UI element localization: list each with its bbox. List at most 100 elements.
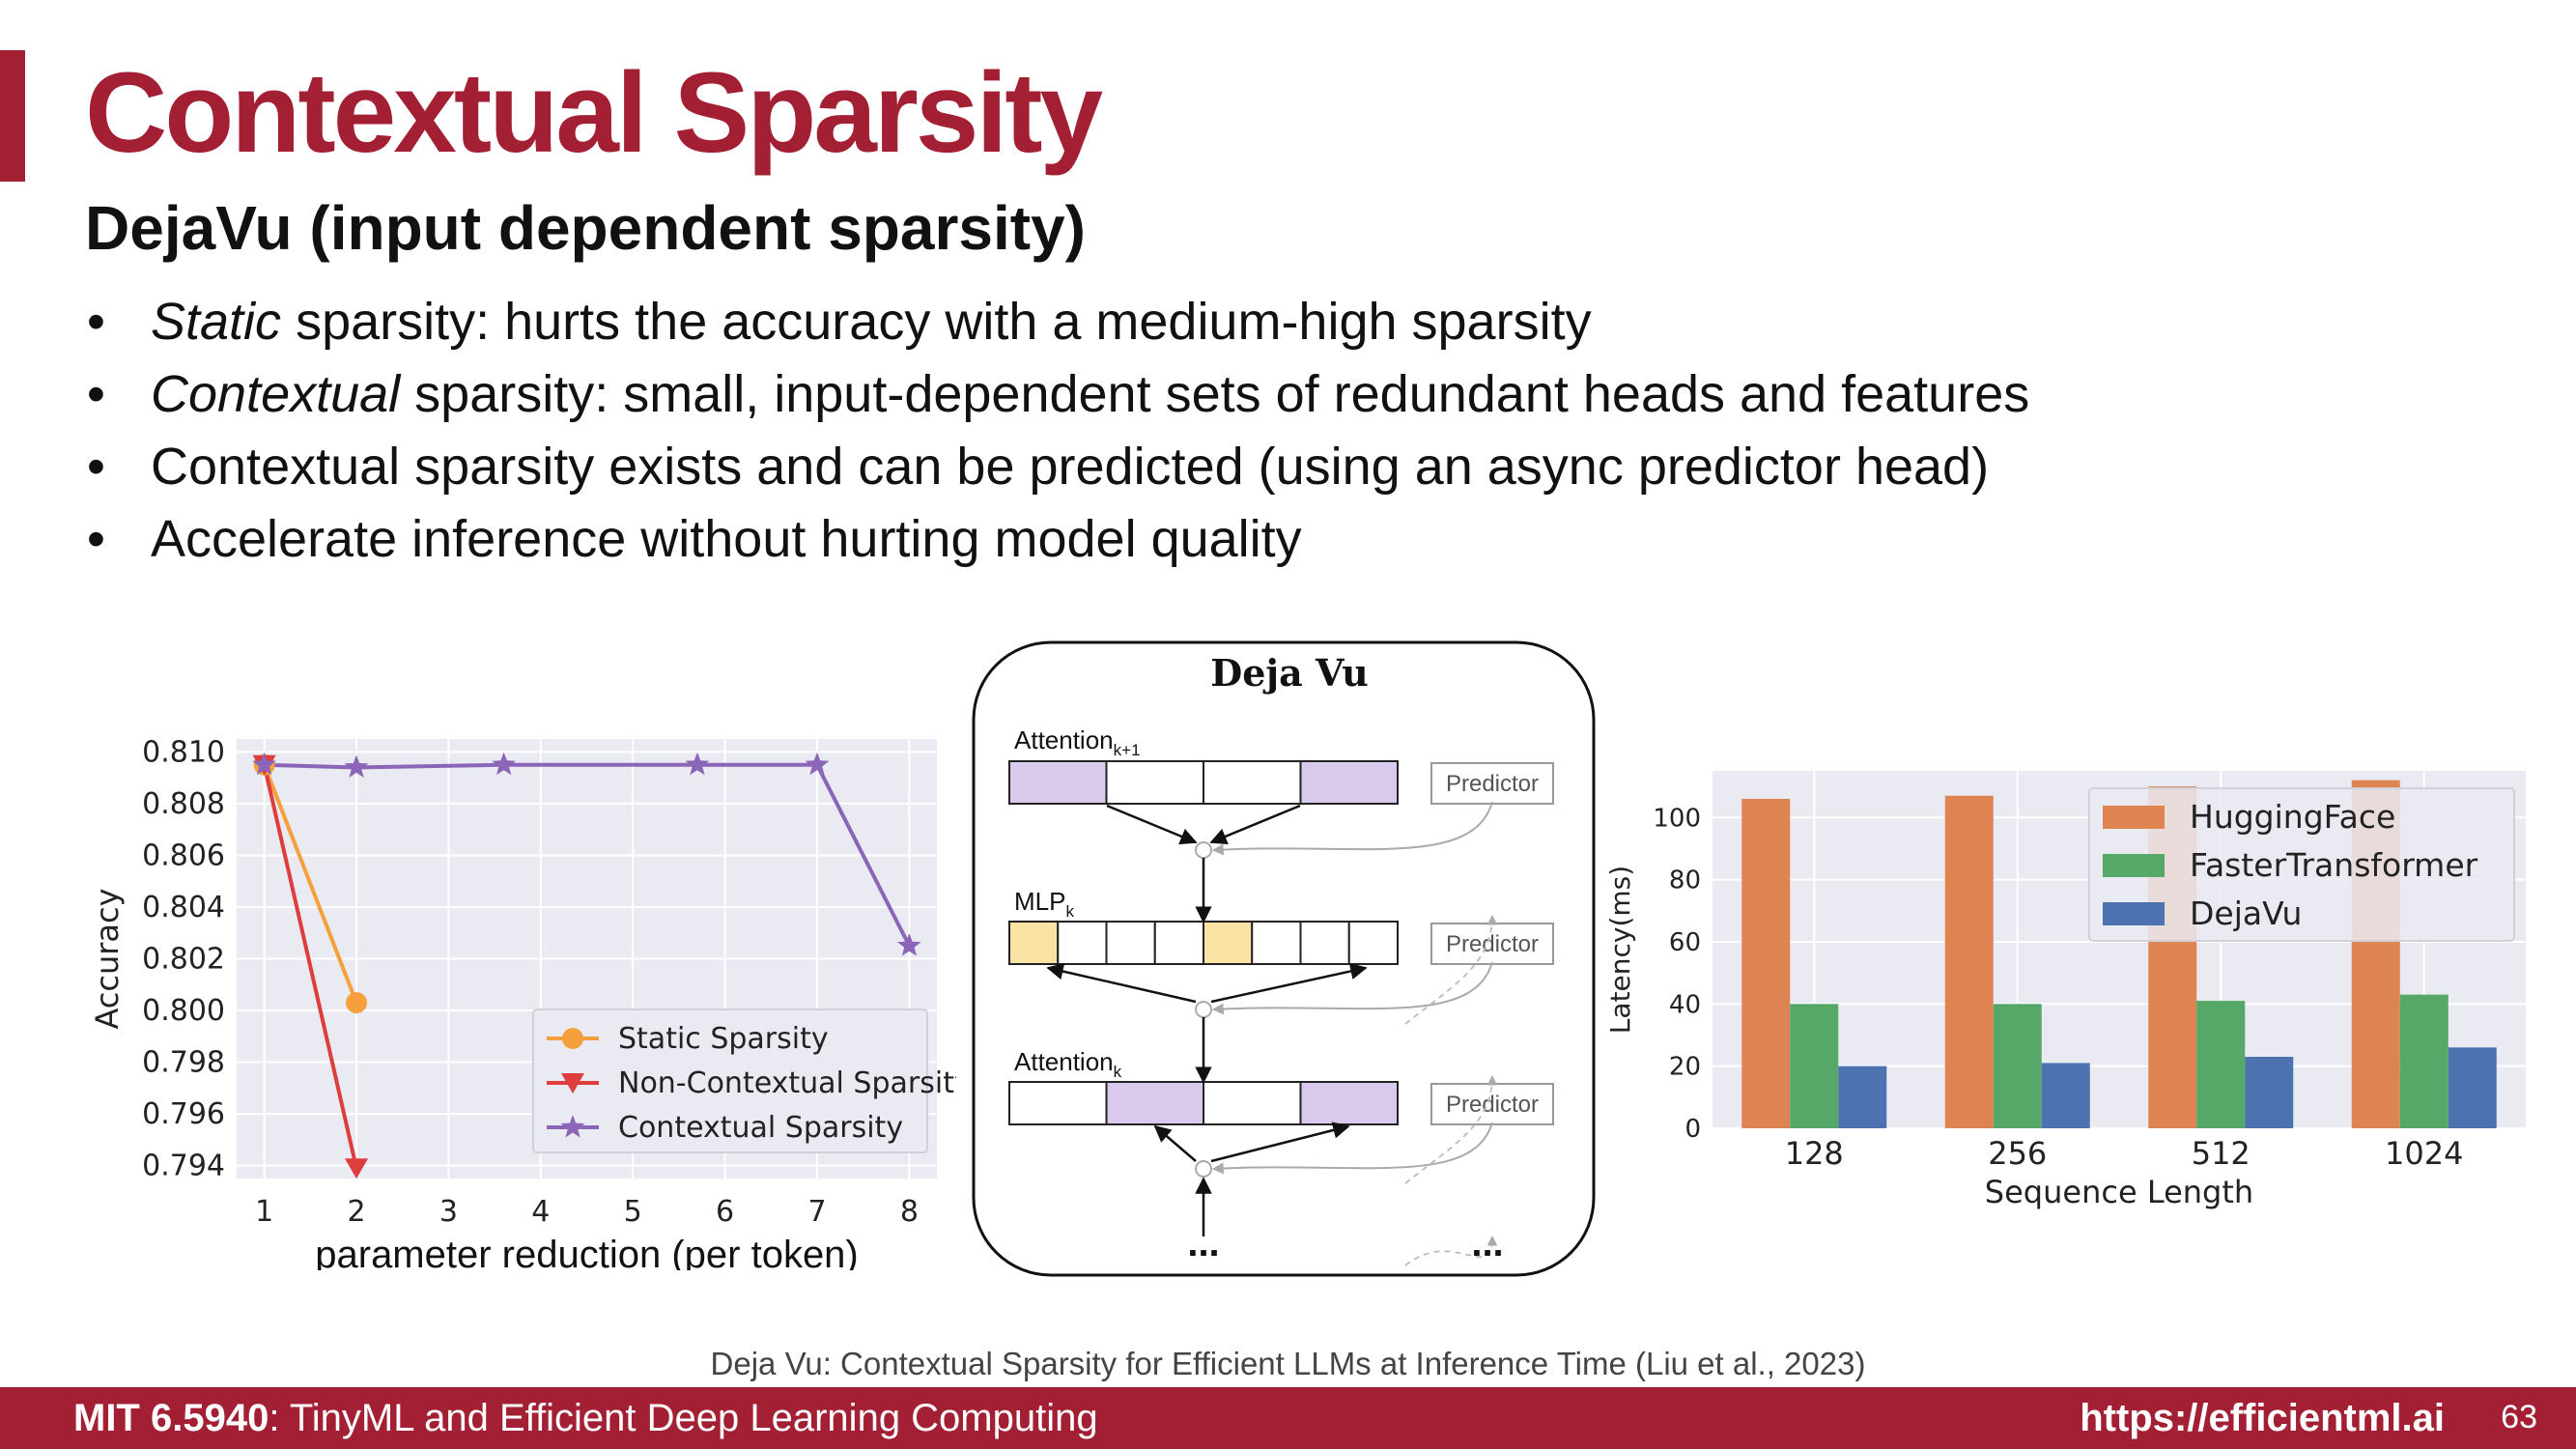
predictor-feed-arrow xyxy=(1404,914,1498,1025)
data-point xyxy=(685,752,710,776)
bar xyxy=(2041,1063,2090,1128)
data-point xyxy=(346,992,368,1013)
predictor-label: Predictor xyxy=(1446,771,1539,797)
series-line xyxy=(262,764,358,1004)
layer-cell xyxy=(1203,760,1302,805)
legend-swatch xyxy=(2103,902,2165,925)
junction-node xyxy=(1195,841,1212,859)
layer-cell xyxy=(1251,921,1302,965)
layer-cell xyxy=(1153,921,1204,965)
flow-arrow xyxy=(1106,804,1198,845)
predictor-arrow xyxy=(1211,1122,1493,1175)
citation: Deja Vu: Contextual Sparsity for Efficie… xyxy=(710,1346,1866,1381)
layer-cell xyxy=(1057,921,1108,965)
legend-label: HuggingFace xyxy=(2190,798,2395,836)
predictor-feed-arrow xyxy=(1404,1235,1498,1266)
bullet-list: • Static sparsity: hurts the accuracy wit… xyxy=(87,286,2029,576)
x-tick-label: 1024 xyxy=(2385,1135,2463,1172)
layer-label: Attentionk xyxy=(1014,1047,1122,1081)
page-number: 63 xyxy=(2501,1399,2537,1435)
layer-cell xyxy=(1105,1081,1204,1125)
y-axis-label: Accuracy xyxy=(89,888,126,1029)
bar xyxy=(2245,1057,2294,1128)
layer-cell xyxy=(1008,1081,1108,1125)
layer-label-subscript: k+1 xyxy=(1114,741,1141,759)
course-code: MIT 6.5940 xyxy=(73,1397,269,1439)
bar xyxy=(1993,1004,2042,1128)
layer-label-subscript: k xyxy=(1065,902,1074,921)
latency-bar-chart: 0 20 40 60 80 100 128 256 512 1024 Sequence Length… xyxy=(1604,771,2526,1210)
x-tick-label: 3 xyxy=(439,1195,458,1229)
y-tick-label: 0.810 xyxy=(142,735,225,769)
bullet-item: • Contextual sparsity: small, input-depen… xyxy=(87,365,2030,423)
data-point xyxy=(805,752,830,776)
course-title: : TinyML and Efficient Deep Learning Com… xyxy=(269,1397,1098,1439)
data-point xyxy=(897,933,921,956)
legend-marker xyxy=(560,1115,585,1138)
bullet-text: Accelerate inference without hurting mod… xyxy=(151,510,1302,568)
y-tick-label: 80 xyxy=(1669,867,1701,895)
legend-label: DejaVu xyxy=(2190,895,2302,932)
predictor-feed-arrow xyxy=(1404,1074,1498,1184)
layer-cell xyxy=(1008,921,1060,965)
x-tick-label: 7 xyxy=(807,1195,826,1229)
bar xyxy=(2448,1047,2497,1128)
legend-label: Non-Contextual Sparsity xyxy=(618,1066,956,1100)
diagram-title: Deja Vu xyxy=(1210,651,1368,695)
flow-arrow xyxy=(1209,804,1301,845)
dejavu-diagram: Deja VuAttentionk+1PredictorMLPkPredicto… xyxy=(972,640,1596,1277)
x-tick-label: 6 xyxy=(716,1195,734,1229)
course-url-link[interactable]: https://efficientml.ai xyxy=(2080,1397,2445,1439)
x-tick-label: 2 xyxy=(347,1195,365,1229)
flow-arrow xyxy=(1046,962,1197,1004)
layer-label-subscript: k xyxy=(1114,1063,1122,1081)
predictor-label: Predictor xyxy=(1446,931,1539,957)
y-tick-label: 0 xyxy=(1684,1115,1701,1144)
bar xyxy=(2399,994,2449,1128)
bullet-item: • Contextual sparsity exists and can be p… xyxy=(87,438,1990,496)
x-tick-label: 8 xyxy=(900,1195,919,1229)
y-tick-label: 100 xyxy=(1653,804,1701,833)
flow-arrow xyxy=(1210,962,1368,1004)
bullet-item: • Static sparsity: hurts the accuracy wit… xyxy=(87,293,1592,351)
legend-box xyxy=(2088,787,2515,942)
y-tick-label: 0.804 xyxy=(142,891,225,924)
legend-box xyxy=(532,1009,928,1153)
slide-title: Contextual Sparsity xyxy=(85,49,1103,177)
layer-cell xyxy=(1203,1081,1302,1125)
legend-label: Contextual Sparsity xyxy=(618,1111,903,1145)
x-tick-label: 256 xyxy=(1988,1135,2047,1172)
layer-cell xyxy=(1299,760,1399,805)
legend-label: Static Sparsity xyxy=(618,1022,829,1056)
predictor-box xyxy=(1430,762,1554,805)
y-axis-label: Latency(ms) xyxy=(1604,866,1636,1034)
data-point xyxy=(252,752,276,776)
bar xyxy=(1790,1004,1839,1128)
flow-arrow xyxy=(1153,1124,1197,1162)
bullet-emphasis: Static xyxy=(151,293,282,351)
layer-cell xyxy=(1105,760,1204,805)
data-point xyxy=(344,754,369,778)
footer-bar: MIT 6.5940: TinyML and Efficient Deep Le… xyxy=(0,1387,2576,1449)
course-name: MIT 6.5940: TinyML and Efficient Deep Le… xyxy=(73,1397,1098,1440)
y-tick-label: 40 xyxy=(1669,990,1701,1019)
y-tick-label: 0.796 xyxy=(142,1097,225,1131)
y-tick-label: 60 xyxy=(1669,928,1701,957)
junction-node xyxy=(1195,1001,1212,1018)
bullet-text: Contextual sparsity exists and can be pr… xyxy=(151,438,1990,496)
layer-cell xyxy=(1105,921,1156,965)
bar xyxy=(1741,798,1791,1128)
predictor-label: Predictor xyxy=(1446,1092,1539,1118)
x-tick-label: 5 xyxy=(624,1195,642,1229)
x-axis-label: Sequence Length xyxy=(1985,1174,2253,1210)
bullet-text: sparsity: small, input-dependent sets of… xyxy=(400,365,2030,423)
y-tick-label: 0.798 xyxy=(142,1046,225,1080)
series-line xyxy=(264,762,912,948)
layer-cell xyxy=(1203,921,1254,965)
ellipsis-left: ... xyxy=(1187,1222,1219,1264)
data-point xyxy=(345,1158,369,1179)
x-tick-label: 512 xyxy=(2192,1135,2250,1172)
y-tick-label: 0.802 xyxy=(142,943,225,977)
layer-cell xyxy=(1347,921,1399,965)
bullet-emphasis: Contextual xyxy=(151,365,401,423)
